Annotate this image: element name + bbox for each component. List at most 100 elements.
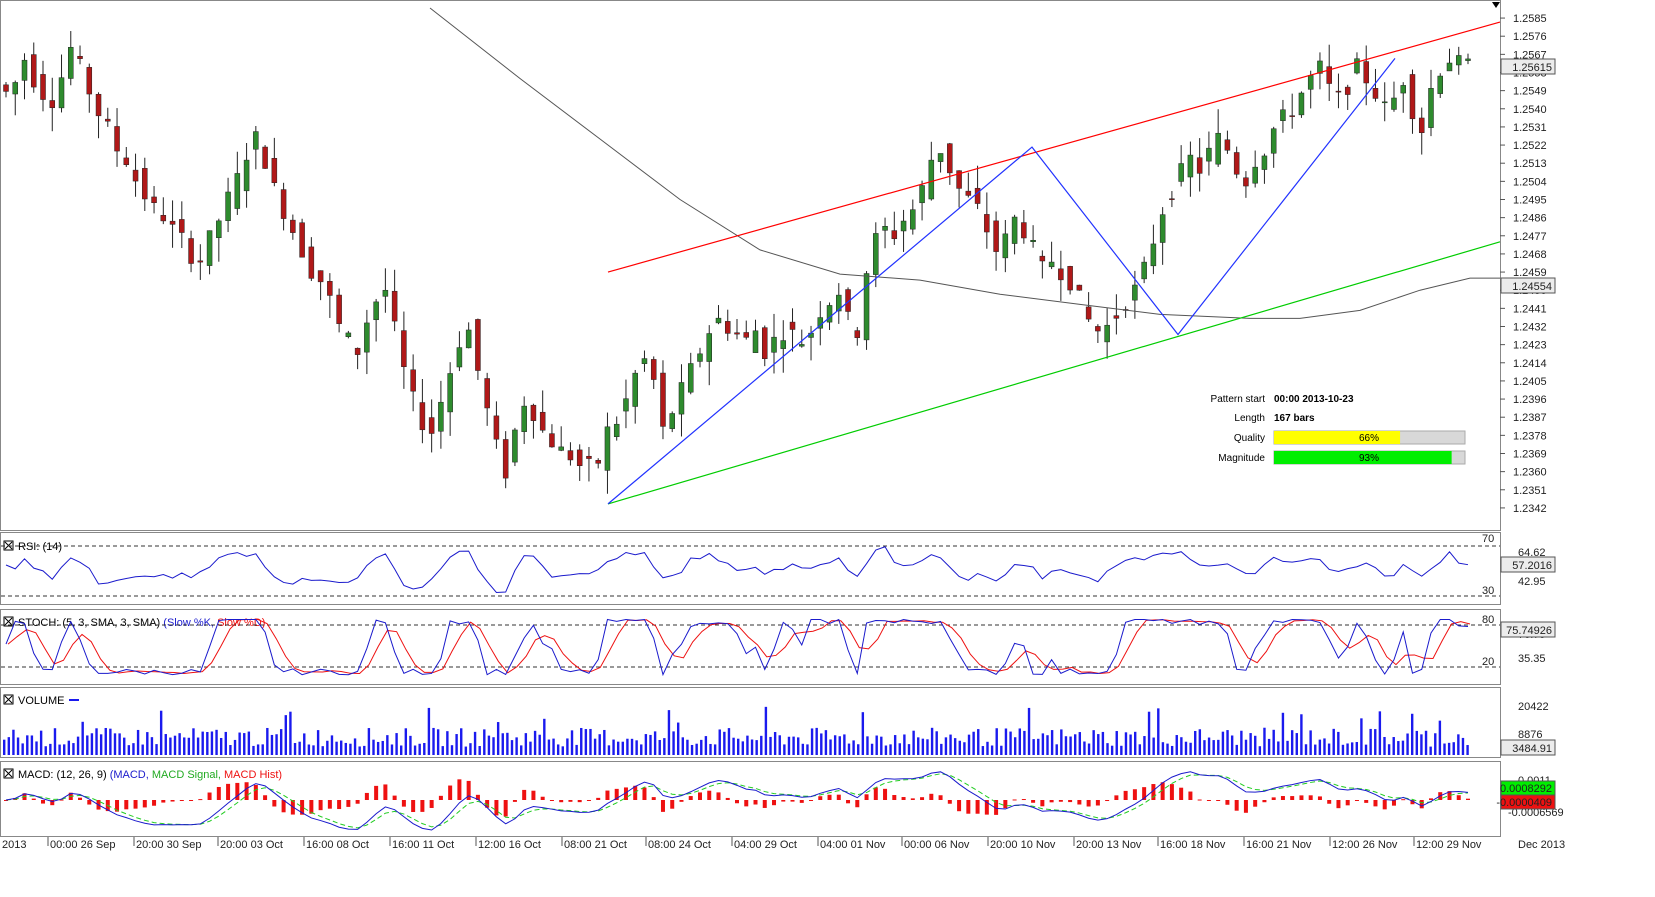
volume-bar [824, 730, 828, 755]
volume-bar [224, 731, 227, 755]
candle [632, 372, 638, 407]
macd-hist-bar [401, 800, 406, 807]
macd-hist-bar [272, 800, 277, 807]
candle [891, 230, 898, 240]
candle [1039, 255, 1046, 262]
macd-hist-bar [929, 793, 934, 800]
macd-hist-bar [1151, 784, 1156, 800]
volume-bar [1420, 734, 1423, 755]
volume-bar [676, 722, 680, 755]
macd-hist-bar [633, 785, 638, 800]
stoch-header[interactable]: STOCH: (5, 3, SMA, 3, SMA) (Slow %K, Slo… [3, 616, 265, 629]
volume-bar [1064, 736, 1068, 755]
volume-bar [30, 735, 34, 755]
volume-bar [995, 728, 998, 755]
y-tick-label: 1.2369 [1513, 448, 1547, 460]
pattern-magnitude-label: Magnitude [1218, 453, 1265, 464]
macd-hist-bar [586, 800, 591, 801]
volume-bar [1332, 728, 1335, 755]
macd-header[interactable]: MACD: (12, 26, 9) (MACD, MACD Signal, MA… [3, 768, 282, 781]
volume-bar [501, 733, 504, 755]
volume-bar [293, 743, 297, 755]
svg-text:MACD: (12, 26, 9) (MACD, MACD: MACD: (12, 26, 9) (MACD, MACD Signal, MA… [18, 769, 282, 781]
volume-bar [390, 744, 394, 755]
volume-bar [90, 733, 94, 755]
x-tick-label: 20:00 10 Nov [990, 839, 1056, 851]
volume-bar [815, 727, 818, 755]
volume-bar [1341, 744, 1345, 755]
volume-bar [339, 740, 343, 755]
volume-bar [12, 729, 15, 755]
svg-text:STOCH: (5, 3, SMA, 3, SMA) (Sl: STOCH: (5, 3, SMA, 3, SMA) (Slow %K, Slo… [18, 617, 265, 629]
volume-bar [635, 740, 638, 755]
volume-bar [298, 741, 301, 755]
moving-average-line [429, 7, 1500, 319]
candle [40, 74, 46, 100]
macd-hist-bar [707, 790, 712, 800]
volume-bar [953, 738, 957, 755]
volume-bar [76, 736, 80, 755]
macd-panel[interactable] [0, 761, 1501, 837]
volume-bar [409, 735, 412, 755]
stoch-panel[interactable] [0, 609, 1501, 685]
macd-hist-bar [466, 780, 471, 800]
volume-header[interactable]: VOLUME [3, 694, 79, 707]
main-panel[interactable] [0, 0, 1501, 531]
macd-hist-bar [540, 796, 545, 800]
volume-bar [326, 740, 329, 755]
volume-bar [1263, 727, 1266, 755]
candle [169, 220, 176, 225]
volume-bar [917, 737, 920, 755]
macd-hist-bar [790, 800, 795, 802]
candle [984, 214, 990, 233]
y-tick-label: 1.2585 [1513, 13, 1547, 25]
candle [1021, 222, 1027, 239]
volume-bar [1147, 711, 1151, 755]
x-tick-label: Dec 2013 [1518, 839, 1565, 851]
volume-bar [857, 744, 860, 755]
volume-bar [1267, 738, 1271, 755]
volume-bars [3, 706, 1469, 755]
macd-hist-bar [994, 800, 999, 815]
volume-bar [1415, 730, 1419, 755]
volume-bar [672, 731, 675, 755]
stoch-tag: 75.74926 [1500, 621, 1556, 638]
candle [1363, 61, 1369, 84]
macd-hist-bar [1299, 795, 1304, 800]
volume-bar [3, 739, 6, 755]
macd-hist-bar [1401, 799, 1406, 801]
volume-bar [238, 732, 241, 755]
x-tick-label: 20:00 30 Sep [136, 839, 201, 851]
x-tick-label: 00:00 06 Nov [904, 839, 970, 851]
candle [1261, 155, 1268, 170]
volume-bar [1429, 746, 1432, 755]
candle [780, 340, 787, 349]
macd-hist-bar [1021, 799, 1026, 801]
volume-bar [1383, 736, 1386, 755]
macd-hist-bar [309, 800, 314, 814]
volume-bar [1327, 743, 1331, 755]
volume-bar [1457, 734, 1460, 755]
volume-bar [275, 734, 278, 755]
candle [715, 317, 722, 324]
macd-hist-bar [124, 800, 129, 810]
volume-bar [838, 736, 841, 755]
volume-bar [718, 729, 721, 755]
volume-bar [1410, 713, 1414, 755]
candle [854, 330, 861, 338]
candle [31, 54, 37, 88]
macd-hist-bar [651, 797, 656, 800]
volume-bar [247, 731, 251, 755]
candle [947, 143, 953, 174]
volume-bar [1027, 707, 1031, 755]
volume-bar [589, 728, 592, 755]
volume-bar [515, 737, 518, 755]
macd-hist-bar [50, 800, 55, 806]
macd-hist-bar [4, 800, 8, 801]
rsi-level-30: 30 [1482, 585, 1494, 597]
macd-hist-bar [762, 800, 767, 808]
macd-hist-bar [975, 800, 980, 814]
volume-bar [556, 744, 560, 755]
candle [1150, 243, 1157, 267]
